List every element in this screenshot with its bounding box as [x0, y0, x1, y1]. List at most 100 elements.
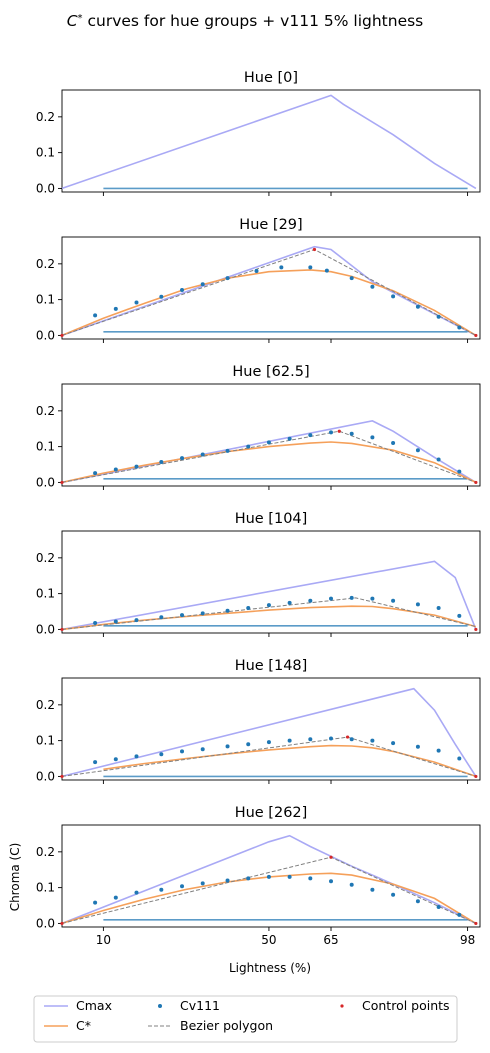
- y-tick-label: 0.1: [36, 293, 55, 307]
- cv111-point: [246, 444, 251, 449]
- cv111-point: [349, 737, 354, 742]
- legend-swatch-cv111: [158, 1004, 162, 1008]
- cv111-point: [308, 876, 313, 881]
- panel-5: Hue [262] 0.0 0.1 0.2 10 50 65 98: [36, 805, 481, 947]
- bezier-polygon: [61, 856, 477, 924]
- cv111-point: [159, 460, 164, 465]
- cv111-point: [436, 314, 441, 319]
- cv111-point: [134, 464, 139, 469]
- cv111-point: [180, 749, 185, 754]
- cv111-point: [93, 760, 98, 765]
- y-tick-label: 0.2: [36, 110, 55, 124]
- cv111-point: [113, 619, 118, 624]
- cv111-point: [329, 879, 334, 884]
- legend: Cmax C* Cv111 Bezier polygon Control points: [33, 995, 458, 1043]
- cv111-point: [349, 276, 354, 281]
- panel-2: Hue [62.5] 0.0 0.1 0.2: [36, 364, 481, 490]
- cv111-point: [200, 611, 205, 616]
- cv111-point: [370, 738, 375, 743]
- cmax-line: [61, 245, 477, 337]
- cv111-point: [225, 276, 230, 281]
- cv111-point: [287, 600, 292, 605]
- cmax-line: [61, 420, 477, 484]
- title-sup: *: [78, 13, 83, 24]
- y-tick-label: 0.1: [36, 440, 55, 454]
- y-tick-label: 0.1: [36, 881, 55, 895]
- cmax-line: [61, 560, 477, 631]
- cv111-point: [391, 598, 396, 603]
- axes-frame: [61, 530, 481, 634]
- cv111-point: [370, 284, 375, 289]
- axes-frame: [61, 824, 481, 928]
- control-point: [60, 480, 64, 485]
- cstar-line: [103, 744, 477, 778]
- cv111-point: [370, 596, 375, 601]
- figure-title: C* curves for hue groups + v111 5% light…: [67, 12, 424, 30]
- cv111-point: [180, 884, 185, 889]
- cv111-point: [93, 620, 98, 625]
- cv111-point: [159, 887, 164, 892]
- cmax-line: [61, 94, 477, 190]
- legend-label-cv111: Cv111: [180, 998, 220, 1013]
- x-axis-label: Lightness (%): [229, 961, 311, 975]
- control-point: [60, 627, 64, 632]
- y-tick-label: 0.2: [36, 698, 55, 712]
- control-point: [60, 333, 64, 338]
- control-point: [329, 855, 333, 859]
- panel-title: Hue [104]: [235, 511, 308, 527]
- cv111-point: [457, 325, 462, 330]
- panel-3: Hue [104] 0.0 0.1 0.2: [36, 511, 481, 637]
- panel-title: Hue [62.5]: [232, 364, 309, 380]
- cv111-point: [266, 740, 271, 745]
- cv111-point: [349, 431, 354, 436]
- legend-box: [33, 995, 458, 1043]
- cv111-point: [134, 618, 139, 623]
- cv111-point: [415, 448, 420, 453]
- cv111-point: [200, 452, 205, 457]
- cv111-point: [308, 433, 313, 438]
- cv111-point: [113, 467, 118, 472]
- cv111-point: [93, 900, 98, 905]
- cv111-point: [93, 471, 98, 476]
- cv111-point: [93, 313, 98, 318]
- cv111-point: [225, 448, 230, 453]
- cstar-line: [61, 269, 477, 337]
- axes-frame: [61, 677, 481, 781]
- cv111-point: [287, 874, 292, 879]
- cv111-point: [266, 440, 271, 445]
- cv111-point: [134, 890, 139, 895]
- cv111-point: [246, 605, 251, 610]
- cv111-point: [391, 892, 396, 897]
- cv111-point: [457, 469, 462, 474]
- y-tick-label: 0.2: [36, 257, 55, 271]
- cv111-point: [370, 435, 375, 440]
- control-point: [345, 735, 350, 739]
- y-tick-label: 0.0: [36, 622, 55, 636]
- y-tick-label: 0.1: [36, 587, 55, 601]
- cv111-point: [349, 595, 354, 600]
- cv111-point: [159, 615, 164, 620]
- cv111-point: [457, 756, 462, 761]
- cv111-point: [134, 754, 139, 759]
- legend-label-ctrl: Control points: [362, 998, 450, 1013]
- cv111-point: [134, 300, 139, 305]
- panel-title: Hue [0]: [244, 70, 298, 86]
- title-rest: curves for hue groups + v111 5% lightnes…: [83, 12, 424, 30]
- control-point: [474, 921, 478, 926]
- cv111-point: [457, 613, 462, 618]
- axes-frame: [61, 89, 481, 193]
- cv111-point: [225, 878, 230, 883]
- x-tick-label: 65: [323, 933, 338, 947]
- cmax-line: [61, 834, 477, 925]
- control-point: [60, 921, 64, 926]
- cv111-point: [415, 899, 420, 904]
- cv111-point: [436, 457, 441, 462]
- legend-label-cstar: C*: [76, 1018, 91, 1033]
- cv111-point: [200, 282, 205, 287]
- cv111-point: [266, 874, 271, 879]
- control-point: [60, 774, 64, 779]
- y-tick-label: 0.0: [36, 181, 55, 195]
- x-tick-label: 98: [460, 933, 475, 947]
- cv111-point: [200, 747, 205, 752]
